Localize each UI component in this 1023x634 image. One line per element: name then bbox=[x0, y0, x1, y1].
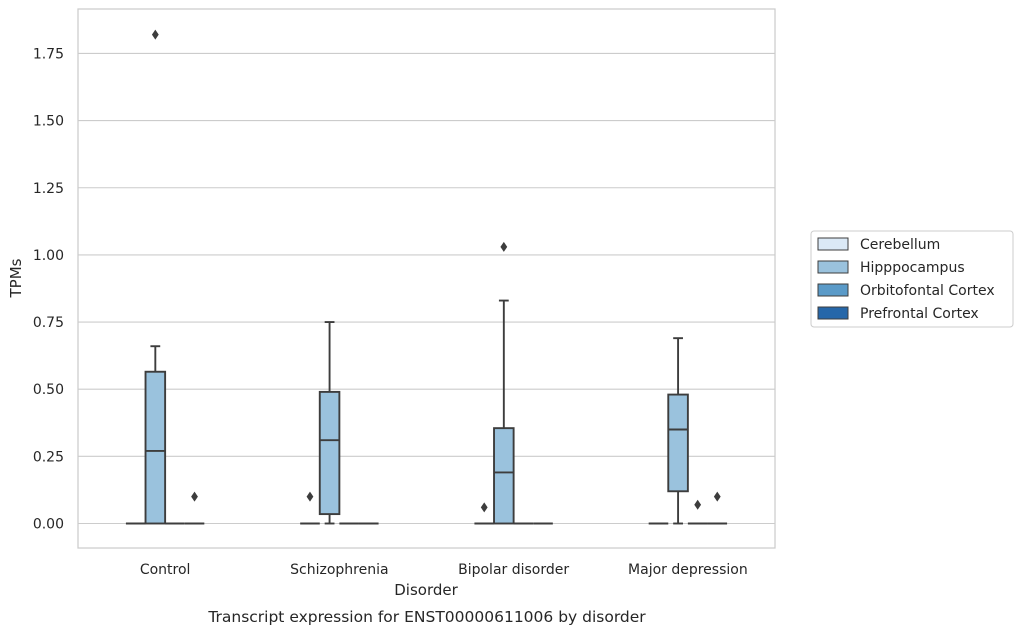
y-tick-label: 1.50 bbox=[33, 114, 64, 130]
box-orbitofontal-cortex bbox=[687, 499, 708, 525]
outlier-point bbox=[151, 29, 159, 40]
x-tick-label: Bipolar disorder bbox=[458, 562, 569, 578]
y-tick-label: 0.00 bbox=[33, 517, 64, 533]
y-tick-label: 1.00 bbox=[33, 248, 64, 264]
box-body bbox=[493, 427, 515, 525]
legend-label: Orbitofontal Cortex bbox=[860, 283, 995, 299]
legend-label: Hipppocampus bbox=[860, 260, 965, 276]
y-tick-label: 1.75 bbox=[33, 46, 64, 62]
y-tick-label: 0.75 bbox=[33, 315, 64, 331]
legend-swatch bbox=[817, 283, 849, 297]
box-prefrontal-cortex bbox=[184, 491, 205, 525]
legend: Cerebellum Hipppocampus Orbitofontal Corte… bbox=[810, 230, 1014, 328]
y-tick-label: 0.25 bbox=[33, 449, 64, 465]
outlier-point bbox=[694, 499, 702, 510]
box-prefrontal-cortex bbox=[707, 491, 728, 525]
outlier-point bbox=[306, 491, 314, 502]
box-hipppocampus bbox=[493, 241, 515, 525]
legend-swatch bbox=[817, 306, 849, 320]
y-tick-label: 1.25 bbox=[33, 181, 64, 197]
legend-swatch bbox=[817, 260, 849, 274]
box-hipppocampus bbox=[667, 337, 689, 525]
plot-frame bbox=[77, 8, 776, 549]
box-body bbox=[144, 370, 167, 525]
box-hipppocampus bbox=[318, 321, 341, 525]
outlier-point bbox=[500, 241, 508, 252]
box-cerebellum bbox=[300, 491, 320, 525]
chart-caption: Transcript expression for ENST0000061100… bbox=[207, 608, 646, 626]
outlier-point bbox=[713, 491, 721, 502]
x-axis-label: Disorder bbox=[394, 581, 458, 599]
box-body bbox=[667, 393, 689, 493]
y-tick-label: 0.50 bbox=[33, 382, 64, 398]
box-hipppocampus bbox=[144, 29, 167, 525]
y-axis-ticks: 0.00 0.25 0.50 0.75 1.00 1.25 1.50 1.75 bbox=[33, 46, 64, 532]
box-body bbox=[318, 390, 341, 516]
legend-label: Cerebellum bbox=[860, 237, 940, 253]
legend-frame bbox=[810, 230, 1014, 328]
grid bbox=[78, 52, 775, 525]
legend-swatch bbox=[817, 237, 849, 251]
outlier-point bbox=[191, 491, 198, 502]
y-axis-label: TPMs bbox=[7, 258, 25, 298]
x-tick-label: Control bbox=[140, 562, 191, 578]
x-axis-ticks: Control Schizophrenia Bipolar disorder Majo… bbox=[140, 562, 748, 578]
outlier-point bbox=[480, 502, 488, 513]
legend-label: Prefrontal Cortex bbox=[860, 306, 979, 322]
x-tick-label: Schizophrenia bbox=[290, 562, 388, 578]
box-cerebellum bbox=[474, 502, 495, 525]
plot-area bbox=[125, 29, 728, 525]
x-tick-label: Major depression bbox=[628, 562, 748, 578]
